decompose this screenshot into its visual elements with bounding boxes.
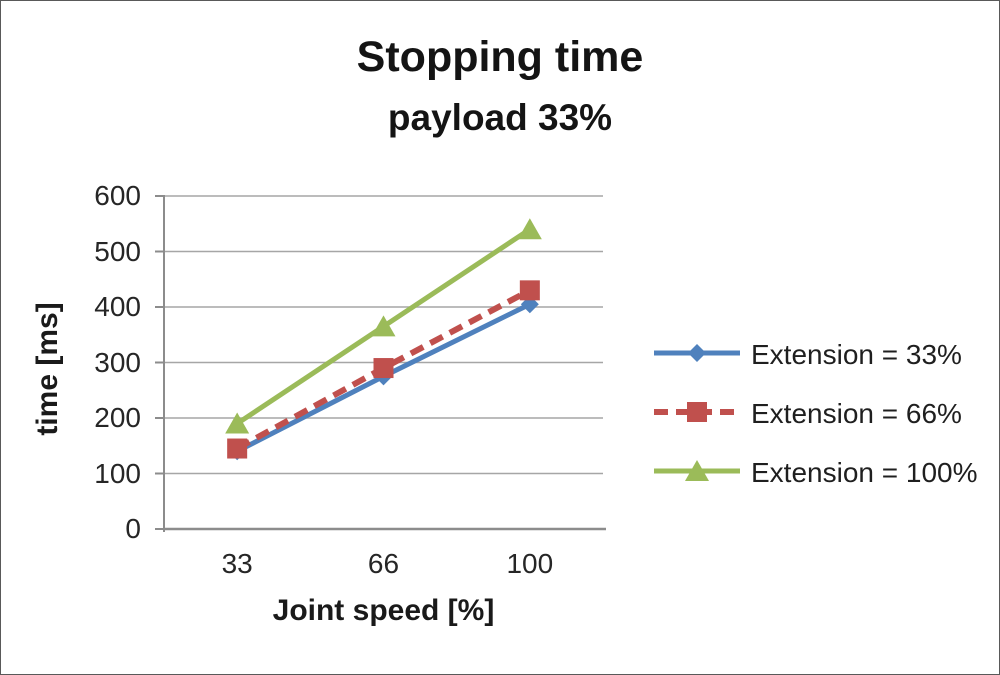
y-tick-label: 200 bbox=[94, 402, 141, 433]
legend-sample-extension-33 bbox=[651, 337, 743, 374]
marker-square-icon bbox=[519, 280, 540, 301]
y-tick-label: 500 bbox=[94, 235, 141, 267]
legend-item-extension-33: Extension = 33% bbox=[651, 339, 978, 371]
marker-triangle-icon bbox=[685, 459, 709, 481]
y-tick-label: 300 bbox=[94, 346, 141, 378]
legend-sample-graphic bbox=[654, 459, 740, 481]
legend-sample-graphic bbox=[654, 401, 740, 422]
marker-square-icon bbox=[687, 401, 707, 422]
marker-triangle-icon bbox=[371, 315, 396, 337]
legend-item-extension-100: Extension = 100% bbox=[651, 457, 978, 489]
legend-sample-extension-66 bbox=[651, 396, 743, 433]
legend-sample-graphic bbox=[654, 343, 740, 362]
y-tick-label: 0 bbox=[125, 513, 141, 544]
x-tick-label: 100 bbox=[506, 548, 554, 579]
marker-triangle-icon bbox=[225, 412, 250, 434]
legend-sample-extension-100 bbox=[651, 455, 743, 492]
marker-triangle-icon bbox=[517, 218, 542, 240]
legend: Extension = 33% Extension = 66% Extensio… bbox=[651, 339, 978, 516]
legend-item-extension-66: Extension = 66% bbox=[651, 398, 978, 430]
legend-label: Extension = 66% bbox=[751, 398, 962, 429]
x-axis-title: Joint speed [%] bbox=[272, 594, 495, 627]
chart-subtitle: payload 33% bbox=[387, 97, 613, 138]
marker-square-icon bbox=[227, 438, 248, 459]
marker-diamond-icon bbox=[688, 343, 706, 362]
y-tick-label: 400 bbox=[94, 291, 141, 322]
y-tick-label: 100 bbox=[94, 457, 141, 489]
y-tick-label: 600 bbox=[94, 180, 141, 211]
marker-square-icon bbox=[373, 358, 394, 379]
x-tick-label: 66 bbox=[367, 548, 400, 579]
legend-label: Extension = 100% bbox=[751, 457, 978, 488]
chart-title: Stopping time bbox=[356, 33, 644, 81]
x-tick-label: 33 bbox=[221, 548, 253, 579]
legend-label: Extension = 33% bbox=[751, 339, 962, 370]
